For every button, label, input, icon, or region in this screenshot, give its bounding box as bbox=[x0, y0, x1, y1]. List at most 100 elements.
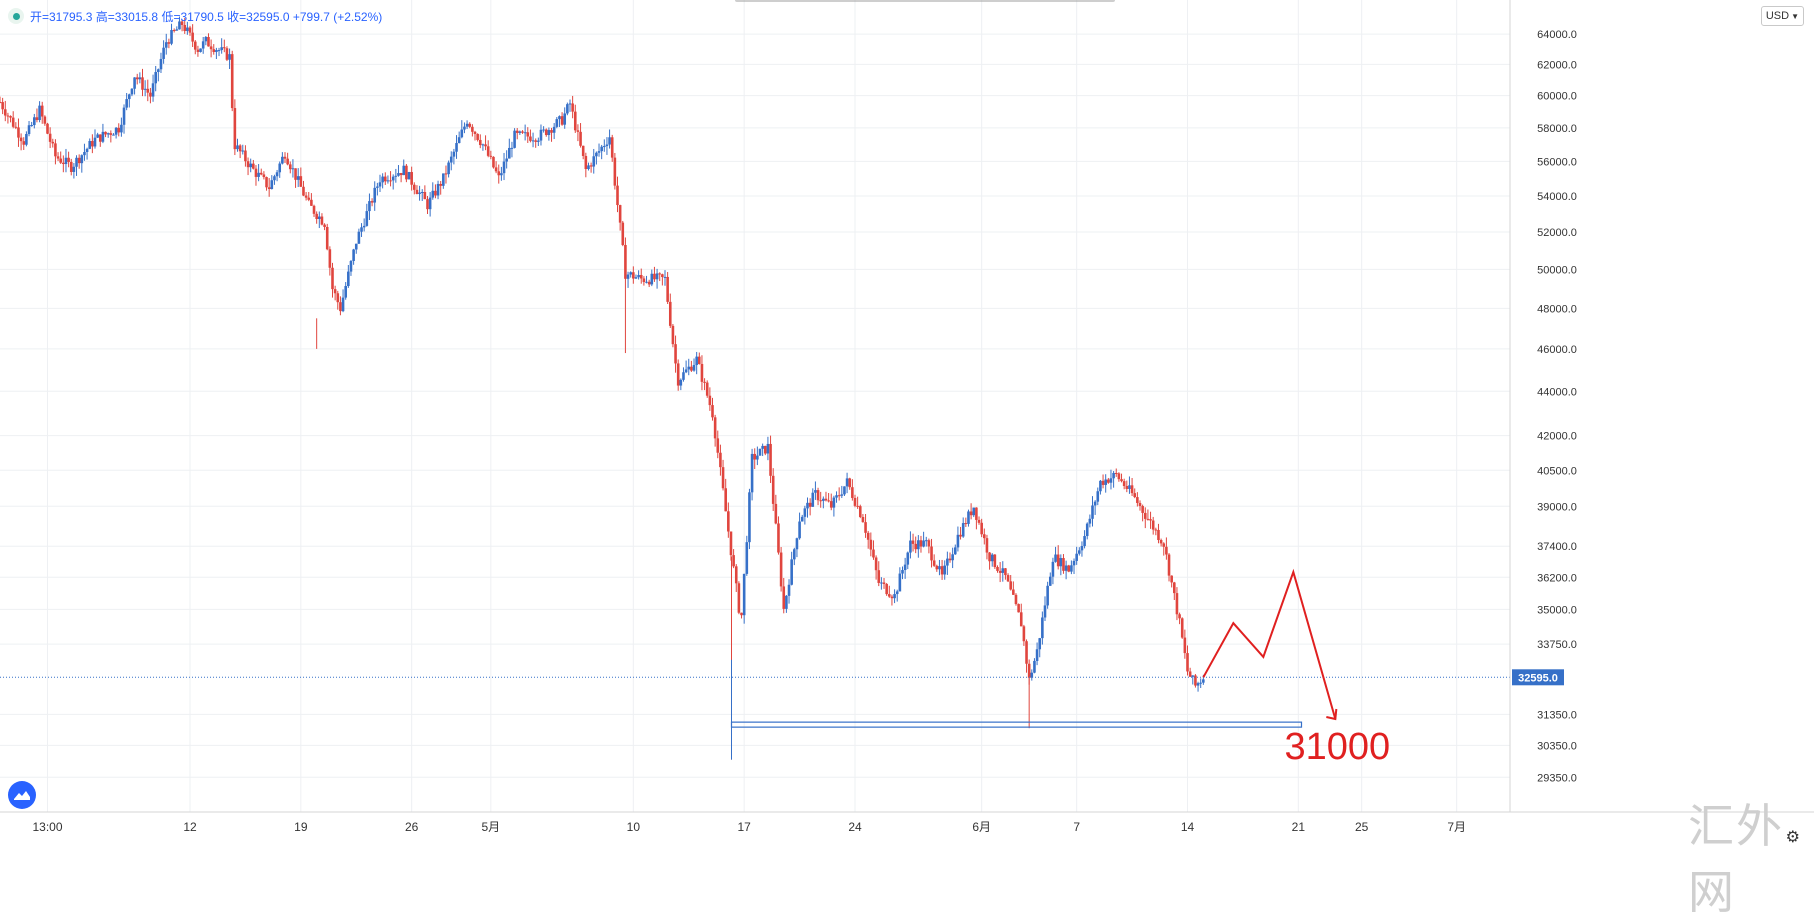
watermark: 汇外网 bbox=[1688, 799, 1784, 919]
gear-icon[interactable]: ⚙ bbox=[1785, 829, 1800, 846]
candle-body bbox=[465, 123, 469, 127]
candle-body bbox=[898, 573, 902, 592]
candle-body bbox=[953, 547, 957, 555]
candle-body bbox=[25, 134, 28, 145]
candle-body bbox=[151, 83, 155, 97]
candle-body bbox=[858, 506, 862, 518]
candle-body bbox=[695, 356, 698, 366]
candle-body bbox=[114, 127, 118, 135]
currency-selector[interactable]: USD ▼ bbox=[1760, 6, 1804, 26]
candle-body bbox=[497, 171, 501, 176]
candle-body bbox=[758, 448, 762, 456]
candle-body bbox=[175, 29, 179, 31]
candle-body bbox=[1107, 479, 1110, 483]
candle-body bbox=[922, 540, 925, 547]
candle-body bbox=[1091, 505, 1094, 519]
candle-body bbox=[927, 540, 931, 547]
candle-body bbox=[785, 595, 788, 609]
candle-body bbox=[1048, 576, 1052, 586]
candle-body bbox=[861, 517, 865, 523]
candle-body bbox=[267, 187, 271, 190]
candle-body bbox=[262, 174, 266, 178]
candle-body bbox=[257, 172, 260, 177]
candle-body bbox=[444, 173, 448, 175]
candle-body bbox=[80, 155, 84, 164]
forecast-path bbox=[1202, 568, 1337, 720]
candle-body bbox=[1186, 653, 1189, 672]
candle-body bbox=[1194, 675, 1197, 686]
candle-body bbox=[35, 117, 39, 121]
y-tick-label: 39000.0 bbox=[1537, 501, 1577, 513]
candle-body bbox=[418, 192, 421, 195]
candle-body bbox=[183, 24, 187, 32]
candle-body bbox=[1001, 568, 1005, 573]
candle-body bbox=[40, 105, 44, 117]
candle-body bbox=[587, 165, 590, 170]
candle-body bbox=[748, 492, 751, 543]
candle-body bbox=[500, 173, 503, 176]
candle-body bbox=[283, 156, 287, 159]
candle-body bbox=[874, 557, 878, 571]
candle-body bbox=[1051, 561, 1055, 577]
candle-body bbox=[1112, 472, 1115, 479]
candle-body bbox=[1085, 523, 1089, 537]
candle-body bbox=[104, 131, 107, 135]
candle-body bbox=[178, 21, 181, 30]
candle-body bbox=[130, 88, 134, 95]
candle-body bbox=[318, 216, 321, 219]
candle-body bbox=[397, 173, 400, 176]
x-tick-label: 26 bbox=[405, 820, 419, 834]
candle-body bbox=[911, 540, 915, 544]
y-tick-label: 64000.0 bbox=[1537, 29, 1577, 41]
status-dot-icon[interactable] bbox=[8, 8, 24, 24]
candle-body bbox=[420, 192, 424, 194]
candle-body bbox=[275, 172, 279, 177]
candle-body bbox=[811, 492, 815, 507]
candle-body bbox=[537, 140, 540, 142]
candle-body bbox=[684, 369, 688, 373]
candle-body bbox=[207, 36, 210, 47]
candle-body bbox=[843, 486, 846, 495]
candle-body bbox=[1173, 582, 1176, 594]
candle-body bbox=[895, 591, 899, 595]
candle-body bbox=[595, 152, 598, 157]
candle-body bbox=[1014, 594, 1018, 605]
y-tick-label: 62000.0 bbox=[1537, 59, 1577, 71]
candle-body bbox=[581, 145, 585, 156]
candle-body bbox=[354, 243, 358, 250]
candlestick-chart[interactable]: 32595.0 31000 29350.0 30350.0 31350.0 33750.… bbox=[0, 0, 1814, 849]
candle-body bbox=[1041, 617, 1044, 639]
candle-body bbox=[331, 267, 334, 290]
candle-body bbox=[373, 187, 377, 203]
candle-body bbox=[774, 503, 778, 524]
candle-body bbox=[951, 554, 954, 561]
candle-body bbox=[484, 144, 487, 147]
candle-body bbox=[814, 490, 817, 493]
candle-body bbox=[62, 162, 65, 165]
candle-body bbox=[278, 163, 282, 173]
candle-body bbox=[998, 570, 1002, 573]
ohlc-values: 开=31795.3 高=33015.8 低=31790.5 收=32595.0 … bbox=[30, 9, 383, 24]
candle-body bbox=[378, 182, 382, 187]
candle-body bbox=[286, 158, 289, 165]
candle-body bbox=[1, 102, 4, 110]
candle-body bbox=[112, 134, 115, 136]
candle-body bbox=[228, 54, 231, 60]
candle-body bbox=[600, 146, 603, 152]
overlays: 32595.0 31000 bbox=[0, 568, 1564, 768]
candle-body bbox=[135, 77, 139, 80]
candle-body bbox=[563, 113, 567, 125]
candle-body bbox=[661, 274, 664, 278]
candle-body bbox=[613, 157, 617, 186]
candle-body bbox=[542, 129, 545, 131]
candle-body bbox=[1025, 641, 1028, 664]
candle-body bbox=[468, 123, 472, 127]
candle-body bbox=[935, 565, 939, 570]
candle-body bbox=[777, 523, 780, 553]
candle-body bbox=[1157, 529, 1160, 541]
candle-body bbox=[645, 281, 648, 283]
candle-body bbox=[727, 511, 730, 532]
tradingview-logo-icon[interactable] bbox=[8, 781, 36, 809]
candle-body bbox=[402, 165, 406, 176]
candle-body bbox=[167, 42, 171, 44]
